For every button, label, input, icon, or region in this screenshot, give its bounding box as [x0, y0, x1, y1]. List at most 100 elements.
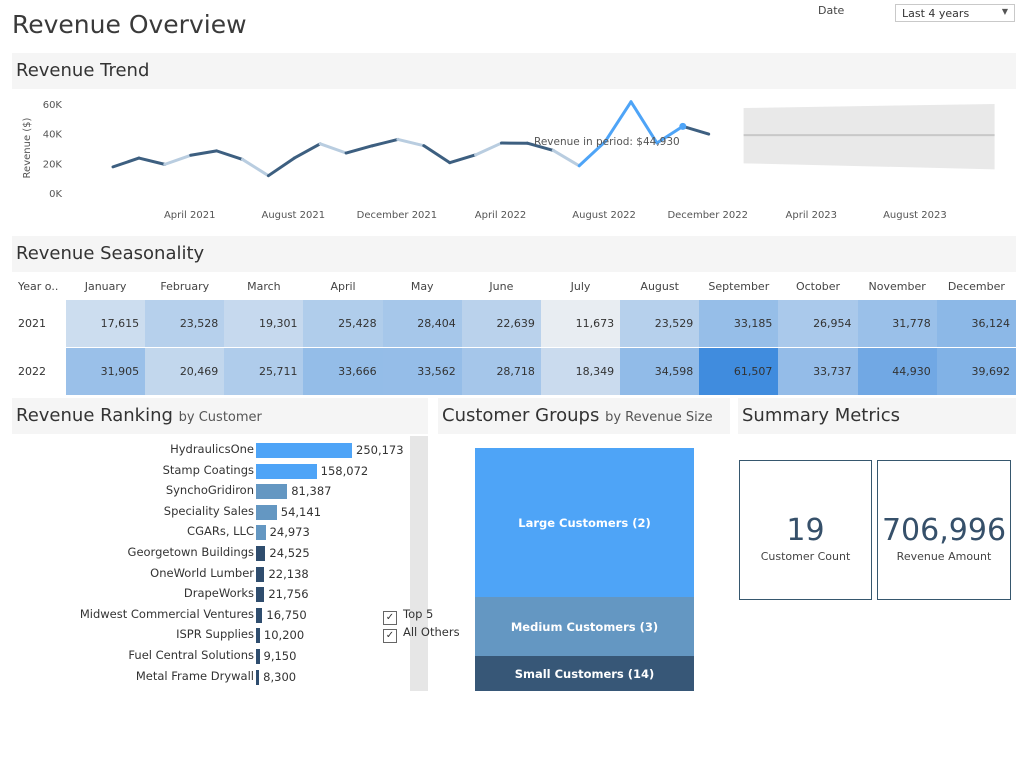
ranking-row[interactable]: DrapeWorks 21,756 [0, 584, 430, 604]
season-cell[interactable]: 39,692 [936, 347, 1016, 396]
trend-line-segment[interactable] [163, 153, 193, 166]
ranking-row[interactable]: OneWorld Lumber 22,138 [0, 564, 430, 584]
month-header-june[interactable]: June [461, 272, 541, 300]
revenue-bar[interactable] [256, 628, 260, 644]
revenue-amount-card: 706,996 Revenue Amount [877, 460, 1011, 600]
month-header-august[interactable]: August [620, 272, 700, 300]
season-cell[interactable]: 61,507 [699, 347, 779, 396]
trend-line-segment[interactable] [137, 156, 167, 166]
season-cell[interactable]: 17,615 [66, 300, 146, 348]
revenue-bar[interactable] [256, 484, 288, 500]
season-cell[interactable]: 33,666 [303, 347, 383, 396]
season-cell[interactable]: 23,529 [620, 300, 700, 348]
revenue-bar[interactable] [256, 525, 266, 541]
year-cell[interactable]: 2021 [12, 300, 66, 348]
month-header-july[interactable]: July [540, 272, 621, 300]
revenue-trend-chart[interactable]: 60K 40K 20K 0K Revenue ($) Revenue in period:… [0, 90, 1024, 230]
season-cell[interactable]: 25,711 [224, 347, 304, 396]
trend-line-segment[interactable] [370, 137, 400, 148]
trend-line-segment[interactable] [551, 148, 581, 168]
legend-top5[interactable]: ✓ Top 5 [383, 607, 433, 625]
year-cell[interactable]: 2022 [12, 347, 66, 396]
season-cell[interactable]: 18,349 [540, 347, 621, 396]
date-filter-select[interactable]: Last 4 years ▼ [895, 4, 1015, 22]
ranking-row[interactable]: Midwest Commercial Ventures 16,750 [0, 605, 430, 625]
trend-line-segment[interactable] [422, 144, 452, 165]
season-cell[interactable]: 44,930 [857, 347, 937, 396]
season-cell[interactable]: 23,528 [145, 300, 225, 348]
season-cell[interactable]: 31,905 [66, 347, 146, 396]
trend-line-segment[interactable] [577, 140, 607, 168]
trend-line-segment[interactable] [318, 142, 348, 155]
trend-line-segment[interactable] [448, 153, 478, 165]
ranking-row[interactable]: Metal Frame Drywall 8,300 [0, 667, 430, 687]
revenue-bar[interactable] [256, 546, 266, 561]
month-header-may[interactable]: May [382, 272, 462, 300]
month-header-october[interactable]: October [778, 272, 858, 300]
season-cell[interactable]: 25,428 [303, 300, 383, 348]
trend-line-segment[interactable] [525, 141, 555, 152]
revenue-bar[interactable] [256, 566, 265, 582]
trend-line-segment[interactable] [344, 144, 374, 155]
season-cell[interactable]: 26,954 [778, 300, 858, 348]
medium-customers-block[interactable]: Medium Customers (3) [475, 597, 694, 656]
trend-line-segment[interactable] [603, 100, 633, 144]
season-cell[interactable]: 36,124 [936, 300, 1016, 348]
revenue-ranking-chart[interactable]: HydraulicsOne 250,173 Stamp Coatings 158,07… [0, 436, 430, 691]
ranking-row[interactable]: ISPR Supplies 10,200 [0, 625, 430, 645]
month-header-february[interactable]: February [145, 272, 225, 300]
ranking-row[interactable]: HydraulicsOne 250,173 [0, 440, 430, 460]
season-cell[interactable]: 28,718 [461, 347, 541, 396]
checkbox-checked-icon[interactable]: ✓ [383, 629, 397, 643]
ranking-row[interactable]: Fuel Central Solutions 9,150 [0, 646, 430, 666]
trend-line-segment[interactable] [266, 156, 296, 178]
month-header-january[interactable]: January [66, 272, 146, 300]
trend-line-segment[interactable] [111, 156, 141, 169]
chevron-down-icon[interactable]: ▼ [1001, 7, 1008, 16]
large-customers-block[interactable]: Large Customers (2) [475, 448, 694, 597]
ranking-row[interactable]: SynchoGridiron 81,387 [0, 481, 430, 501]
trend-line-segment[interactable] [215, 149, 244, 161]
ranking-row[interactable]: Speciality Sales 54,141 [0, 502, 430, 522]
revenue-bar[interactable] [256, 463, 317, 479]
trend-line-segment[interactable] [189, 149, 219, 157]
season-cell[interactable]: 34,598 [620, 347, 700, 396]
trend-line-segment[interactable] [655, 124, 685, 145]
trend-line-segment[interactable] [474, 141, 503, 157]
revenue-bar[interactable] [256, 443, 352, 458]
legend-all-others[interactable]: ✓ All Others [383, 625, 460, 643]
month-header-april[interactable]: April [303, 272, 383, 300]
small-customers-block[interactable]: Small Customers (14) [475, 656, 694, 691]
revenue-bar[interactable] [256, 669, 260, 685]
trend-line-segment[interactable] [241, 157, 270, 178]
ranking-row[interactable]: Georgetown Buildings 24,525 [0, 543, 430, 563]
trend-selected-point[interactable] [679, 122, 687, 130]
month-header-november[interactable]: November [857, 272, 937, 300]
season-cell[interactable]: 28,404 [382, 300, 462, 348]
ranking-scrollbar[interactable] [410, 436, 428, 691]
trend-line-segment[interactable] [629, 100, 659, 145]
month-header-march[interactable]: March [224, 272, 304, 300]
trend-line-segment[interactable] [396, 137, 426, 148]
checkbox-checked-icon[interactable]: ✓ [383, 611, 397, 625]
season-cell[interactable]: 31,778 [857, 300, 937, 348]
ranking-row[interactable]: Stamp Coatings 158,072 [0, 461, 430, 481]
season-cell[interactable]: 11,673 [540, 300, 621, 348]
revenue-bar[interactable] [256, 504, 277, 520]
year-column-header[interactable]: Year o.. [12, 272, 66, 300]
month-header-december[interactable]: December [936, 272, 1016, 300]
season-cell[interactable]: 22,639 [461, 300, 541, 348]
trend-line-segment[interactable] [681, 124, 711, 136]
month-header-september[interactable]: September [699, 272, 779, 300]
season-cell[interactable]: 33,737 [778, 347, 858, 396]
season-cell[interactable]: 20,469 [145, 347, 225, 396]
revenue-bar[interactable] [256, 649, 260, 664]
season-cell[interactable]: 33,185 [699, 300, 779, 348]
season-cell[interactable]: 33,562 [382, 347, 462, 396]
trend-line-segment[interactable] [292, 142, 322, 160]
revenue-bar[interactable] [256, 587, 265, 603]
season-cell[interactable]: 19,301 [224, 300, 304, 348]
ranking-row[interactable]: CGARs, LLC 24,973 [0, 522, 430, 542]
forecast-band[interactable] [743, 104, 995, 170]
revenue-bar[interactable] [256, 607, 263, 623]
